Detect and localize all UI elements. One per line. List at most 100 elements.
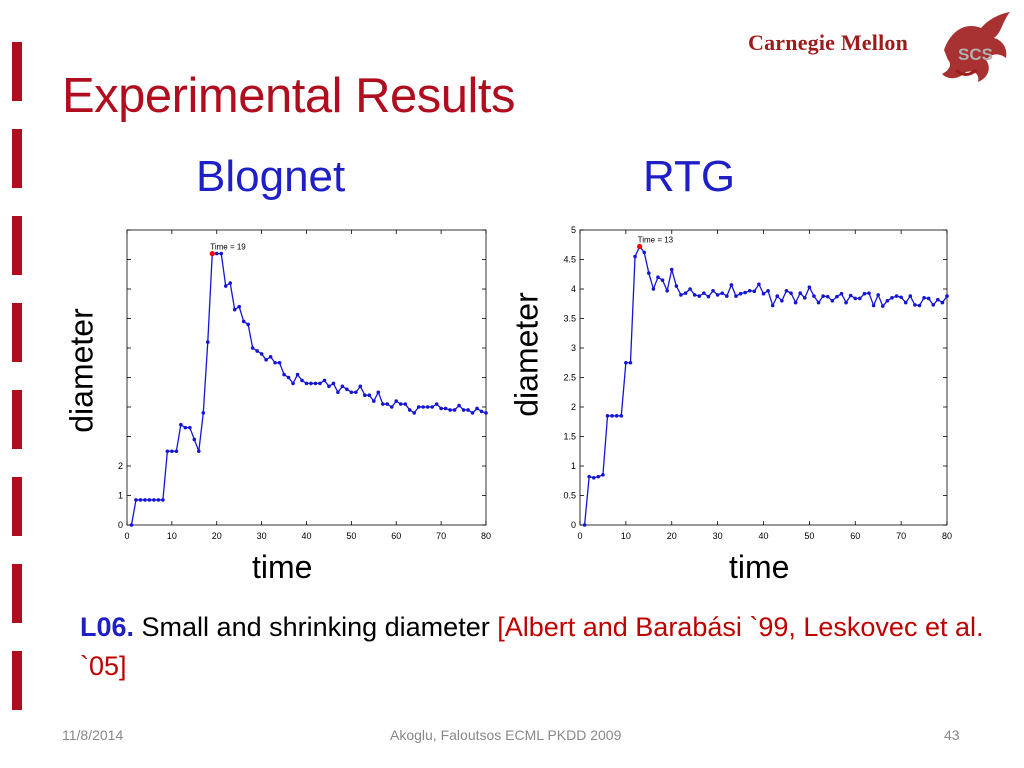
x-tick-label: 30 [257, 531, 267, 541]
logo-text: Carnegie Mellon [748, 30, 909, 55]
data-point [720, 291, 725, 295]
data-point [692, 293, 697, 297]
data-point [619, 414, 624, 418]
data-point [775, 294, 780, 298]
data-point [277, 360, 282, 365]
data-point [725, 294, 729, 298]
data-point [596, 474, 601, 479]
cmu-logo: Carnegie Mellon SCS [748, 10, 1018, 90]
data-point [890, 296, 894, 300]
data-point [129, 523, 134, 527]
x-tick-label: 0 [124, 531, 129, 541]
x-tick-label: 80 [481, 531, 491, 541]
data-point [188, 425, 192, 430]
lesson-text: Small and shrinking diameter [134, 612, 498, 642]
data-point [340, 384, 345, 389]
data-point [807, 285, 812, 290]
data-point [434, 402, 439, 406]
data-point [300, 378, 304, 383]
data-point [936, 297, 940, 302]
data-point [587, 474, 591, 479]
data-point [313, 381, 318, 386]
data-point [416, 405, 421, 409]
data-point [282, 372, 286, 377]
data-point [197, 449, 201, 454]
data-point [945, 294, 949, 298]
data-point [633, 254, 637, 259]
y-tick-label: 0 [118, 520, 123, 530]
data-point [798, 291, 802, 295]
highlight-point [209, 251, 215, 257]
data-point [697, 294, 702, 298]
y-tick-label: 0 [571, 520, 576, 530]
data-point [862, 291, 867, 296]
y-tick-label: 1.5 [563, 432, 576, 442]
data-point [367, 393, 372, 397]
x-tick-label: 50 [346, 531, 356, 541]
data-point [179, 422, 183, 427]
data-point [651, 287, 656, 291]
x-tick-label: 30 [713, 531, 723, 541]
data-point [165, 449, 170, 454]
data-point [143, 498, 147, 502]
data-point [264, 358, 268, 362]
data-point [398, 402, 403, 406]
data-point [647, 271, 651, 275]
data-point [372, 399, 376, 403]
lesson-statement: L06. Small and shrinking diameter [Alber… [80, 608, 1010, 686]
x-tick-label: 20 [212, 531, 222, 541]
data-point [839, 291, 844, 296]
data-point [273, 360, 277, 365]
data-point [761, 291, 766, 296]
data-point [484, 411, 488, 415]
data-point [237, 304, 241, 309]
data-point [479, 409, 484, 414]
data-point [214, 251, 219, 256]
data-point [205, 340, 210, 344]
plot-frame [126, 229, 487, 526]
data-point [232, 307, 237, 312]
data-point [403, 402, 408, 406]
data-point [894, 294, 899, 298]
data-point [885, 299, 890, 303]
data-point [309, 381, 313, 386]
data-point [354, 390, 358, 395]
data-point [784, 288, 789, 293]
data-point [766, 288, 770, 293]
data-point [322, 378, 327, 383]
data-point [793, 300, 798, 305]
data-point [475, 406, 479, 411]
rtg-heading: RTG [643, 152, 736, 201]
data-point [183, 425, 188, 430]
data-point [407, 408, 412, 412]
data-point [757, 282, 761, 287]
data-point [858, 296, 862, 301]
x-tick-label: 10 [621, 531, 631, 541]
data-point [825, 294, 830, 299]
rtg-xlabel: time [729, 549, 790, 585]
data-point [448, 408, 452, 412]
data-point [940, 300, 945, 305]
data-point [601, 473, 605, 477]
data-point [452, 408, 457, 412]
data-point [466, 408, 470, 412]
data-point [922, 296, 926, 300]
blognet-xlabel: time [252, 549, 313, 585]
data-point [931, 303, 936, 307]
data-point [789, 291, 793, 295]
data-point [917, 303, 922, 308]
data-point [876, 293, 880, 297]
data-point [835, 294, 839, 299]
data-point [747, 288, 752, 293]
data-point [363, 393, 367, 397]
y-tick-label: 3.5 [563, 314, 576, 324]
data-point [349, 390, 354, 395]
data-point [880, 304, 885, 308]
data-point [336, 390, 340, 395]
data-point [656, 275, 660, 279]
data-point [443, 406, 448, 411]
data-point [376, 390, 381, 395]
data-point [412, 411, 417, 415]
data-point [457, 403, 461, 408]
data-point [729, 283, 734, 287]
